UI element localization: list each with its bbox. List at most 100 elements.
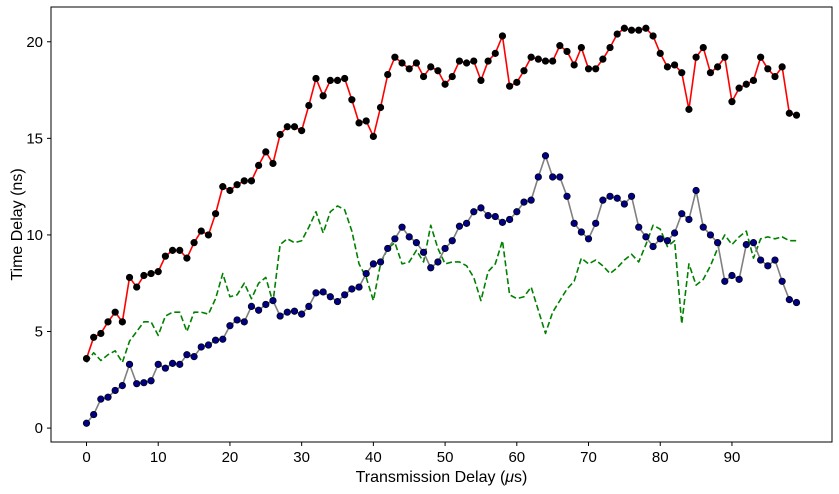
series-1-point	[613, 30, 621, 38]
series-1-point	[434, 67, 442, 75]
series-2-point	[333, 297, 342, 306]
series-2-point	[620, 200, 628, 208]
series-1-point	[785, 109, 793, 117]
series-1-point	[326, 76, 334, 85]
series-2-point	[470, 208, 478, 216]
series-2-point	[161, 364, 169, 372]
series-2-point	[369, 260, 377, 268]
series-1-point	[627, 26, 636, 34]
y-axis-label: Time Delay (ns)	[9, 168, 26, 280]
series-2-point	[219, 335, 227, 343]
series-1-point	[211, 210, 220, 218]
x-tick-label: 80	[652, 449, 669, 466]
series-1-point	[477, 76, 485, 85]
series-1-point	[742, 80, 750, 88]
series-2-point	[721, 277, 729, 285]
series-2-point	[685, 215, 693, 224]
series-2-point	[656, 235, 664, 243]
series-1-point	[391, 53, 399, 61]
series-1-point	[204, 231, 213, 239]
series-1-point	[520, 67, 528, 75]
y-tick-label: 5	[35, 324, 43, 341]
series-1-point	[82, 354, 91, 363]
series-1-point	[735, 84, 743, 92]
series-1-point	[527, 53, 535, 61]
series-1-point	[262, 148, 270, 156]
series-2-point	[298, 310, 306, 318]
series-1-point	[104, 318, 112, 326]
series-1-point	[355, 119, 363, 127]
series-1-point	[455, 57, 464, 65]
series-2-point	[556, 173, 564, 181]
series-2-point	[348, 285, 356, 293]
series-2-point	[176, 360, 184, 368]
series-1-point	[498, 32, 507, 40]
series-1-point	[764, 65, 772, 73]
series-2-point	[491, 212, 499, 221]
series-1-point	[97, 329, 105, 338]
series-1-point	[197, 227, 205, 235]
series-2-point	[714, 239, 722, 247]
series-2-point	[534, 173, 542, 181]
series-2-point	[441, 244, 449, 253]
plot-series-layer	[82, 24, 801, 427]
series-1-point	[549, 57, 557, 65]
series-1-point	[448, 72, 456, 81]
series-1-point	[348, 96, 356, 104]
series-1-point	[333, 76, 342, 85]
series-2-point	[778, 277, 786, 285]
series-2-point	[326, 293, 334, 301]
series-2-point	[118, 381, 126, 390]
series-2-point	[226, 322, 234, 330]
series-1-point	[233, 181, 241, 189]
series-2-point	[419, 248, 428, 256]
series-1-point	[369, 132, 377, 141]
series-1-point	[463, 59, 471, 67]
series-2-point	[613, 194, 621, 202]
series-1-point	[678, 69, 686, 77]
series-1-point	[599, 55, 607, 63]
series-1-point	[219, 183, 227, 191]
series-2-point	[663, 237, 672, 245]
series-1-point	[269, 159, 277, 168]
series-2-point	[211, 336, 220, 344]
series-2-point	[728, 271, 736, 280]
x-tick-label: 70	[580, 449, 597, 466]
series-1-point	[125, 273, 134, 282]
series-2-point	[484, 212, 492, 220]
series-2-point	[455, 222, 464, 230]
series-1-point	[757, 53, 765, 61]
series-2-point	[233, 316, 241, 324]
x-tick-label: 40	[365, 449, 382, 466]
series-1-point	[563, 47, 571, 56]
series-2-point	[678, 210, 686, 218]
series-2-point	[391, 235, 399, 243]
series-1-point	[699, 43, 707, 52]
series-1-point	[183, 254, 191, 262]
series-1-point	[441, 80, 449, 88]
series-1-point	[405, 65, 413, 73]
series-2-point	[384, 244, 392, 253]
y-tick-label: 0	[35, 420, 43, 437]
series-2-point	[398, 223, 406, 231]
series-2-point	[104, 393, 112, 401]
series-1-point	[398, 59, 406, 67]
series-1-point	[140, 271, 148, 280]
series-1-point	[592, 65, 600, 73]
series-1-point	[312, 74, 320, 83]
series-2-point	[262, 300, 270, 309]
series-2-point	[541, 152, 550, 160]
series-2-point	[592, 219, 600, 227]
series-2-point	[584, 235, 593, 243]
series-2-point	[627, 192, 636, 200]
series-1-point	[226, 186, 234, 195]
series-1-point	[692, 53, 700, 61]
series-1-line	[85, 27, 797, 359]
series-1-point	[247, 177, 256, 185]
series-1-point	[190, 239, 198, 247]
series-1-point	[384, 71, 392, 79]
series-2-point	[785, 296, 793, 304]
series-1-point	[133, 283, 141, 291]
series-1-point	[305, 101, 313, 110]
